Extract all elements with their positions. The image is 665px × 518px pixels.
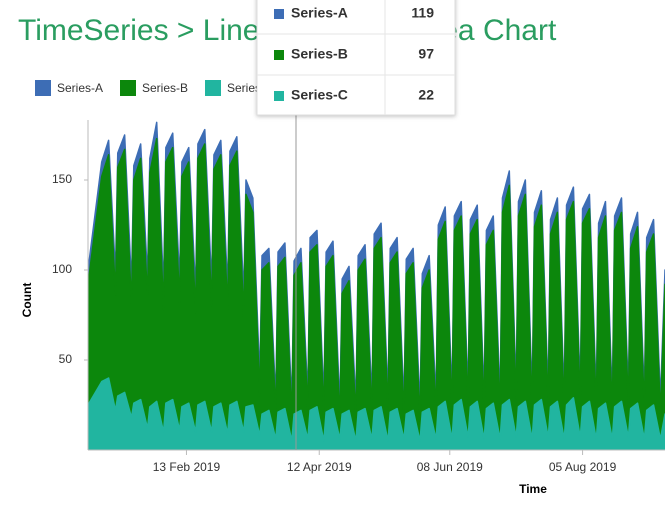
y-axis-title: Count bbox=[20, 283, 34, 318]
tooltip-value: 97 bbox=[418, 46, 434, 62]
tooltip-value: 22 bbox=[418, 87, 434, 103]
x-tick-label: 12 Apr 2019 bbox=[287, 460, 352, 474]
tooltip-box bbox=[256, 0, 456, 116]
y-tick-label: 150 bbox=[52, 172, 72, 186]
tooltip-series: Series-A bbox=[291, 5, 348, 21]
tooltip-swatch bbox=[274, 9, 284, 19]
y-tick-label: 100 bbox=[52, 262, 72, 276]
plot-area bbox=[88, 121, 665, 450]
tooltip-swatch bbox=[274, 91, 284, 101]
x-tick-label: 13 Feb 2019 bbox=[153, 460, 221, 474]
legend-swatch bbox=[205, 80, 221, 96]
tooltip: Series-A 119 Series-B 97 Series-C 22 bbox=[256, 0, 456, 116]
legend-swatch bbox=[35, 80, 51, 96]
tooltip-value: 119 bbox=[411, 5, 434, 21]
area bbox=[88, 137, 665, 450]
area bbox=[88, 377, 665, 450]
legend: Series-A Series-B Series-C bbox=[35, 80, 274, 96]
x-tick-label: 05 Aug 2019 bbox=[549, 460, 617, 474]
tooltip-series: Series-B bbox=[291, 46, 348, 62]
y-tick-label: 50 bbox=[59, 352, 73, 366]
legend-label: Series-A bbox=[57, 81, 103, 95]
x-tick-label: 08 Jun 2019 bbox=[417, 460, 483, 474]
legend-swatch bbox=[120, 80, 136, 96]
tooltip-swatch bbox=[274, 50, 284, 60]
tooltip-series: Series-C bbox=[291, 87, 348, 103]
x-axis-title: Time bbox=[519, 482, 547, 496]
axes: Count Time 50 100 150 13 Feb 2019 12 Apr 201… bbox=[20, 120, 665, 496]
legend-label: Series-B bbox=[142, 81, 188, 95]
